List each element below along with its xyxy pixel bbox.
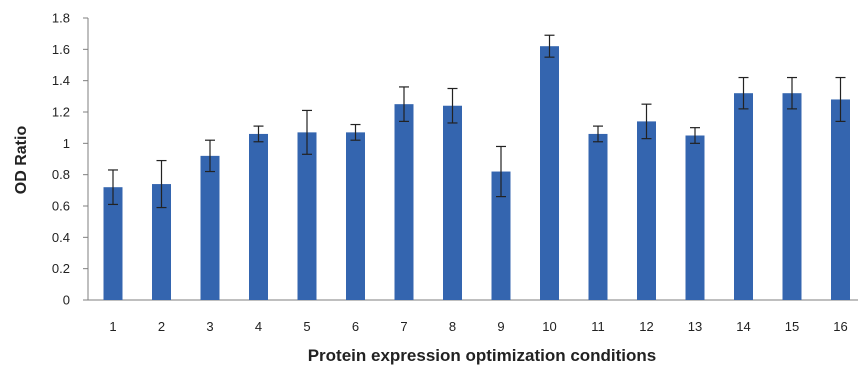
y-tick-label-5: 1 (63, 136, 70, 151)
bar-1 (103, 187, 123, 300)
plot-area: 00.20.40.60.811.21.41.61.81 2 3 4 5 6 7 8 9 10 11 1… (52, 11, 858, 334)
y-tick-label-4: 0.8 (52, 167, 70, 182)
bar-5 (297, 132, 317, 300)
x-axis-title: Protein expression optimization conditio… (308, 346, 657, 365)
y-tick-label-8: 1.6 (52, 42, 70, 57)
y-tick-label-3: 0.6 (52, 199, 70, 214)
y-tick-label-1: 0.2 (52, 261, 70, 276)
x-tick-label-9: 9 (497, 319, 504, 334)
y-tick-label-7: 1.4 (52, 73, 70, 88)
bar-10 (540, 46, 559, 301)
x-tick-label-16: 16 (833, 319, 847, 334)
x-tick-label-4: 4 (255, 319, 262, 334)
x-tick-label-11: 11 (591, 319, 605, 334)
y-tick-label-6: 1.2 (52, 105, 70, 120)
x-tick-label-1: 1 (109, 319, 116, 334)
x-tick-label-13: 13 (688, 319, 702, 334)
bar-3 (200, 155, 220, 300)
bar-6 (346, 132, 365, 300)
x-tick-label-6: 6 (352, 319, 359, 334)
x-tick-label-2: 2 (158, 319, 165, 334)
x-tick-label-12: 12 (639, 319, 653, 334)
bar-14 (734, 93, 753, 300)
x-tick-label-10: 10 (542, 319, 556, 334)
bar-4 (249, 133, 268, 300)
bar-8 (443, 105, 462, 300)
bar-12 (637, 121, 656, 301)
bar-16 (831, 99, 850, 300)
x-tick-label-3: 3 (206, 319, 213, 334)
bar-15 (782, 93, 802, 300)
bar-9 (491, 171, 511, 300)
y-tick-label-9: 1.8 (52, 11, 70, 26)
bar-13 (685, 135, 705, 300)
x-tick-label-7: 7 (400, 319, 407, 334)
bar-2 (152, 184, 171, 300)
bar-7 (394, 104, 414, 301)
y-tick-label-0: 0 (63, 293, 70, 308)
x-tick-label-8: 8 (449, 319, 456, 334)
y-tick-label-2: 0.4 (52, 230, 70, 245)
x-tick-label-15: 15 (785, 319, 799, 334)
x-tick-label-14: 14 (736, 319, 750, 334)
bar-11 (588, 133, 608, 300)
x-tick-label-5: 5 (303, 319, 310, 334)
y-axis-title: OD Ratio (13, 126, 30, 195)
